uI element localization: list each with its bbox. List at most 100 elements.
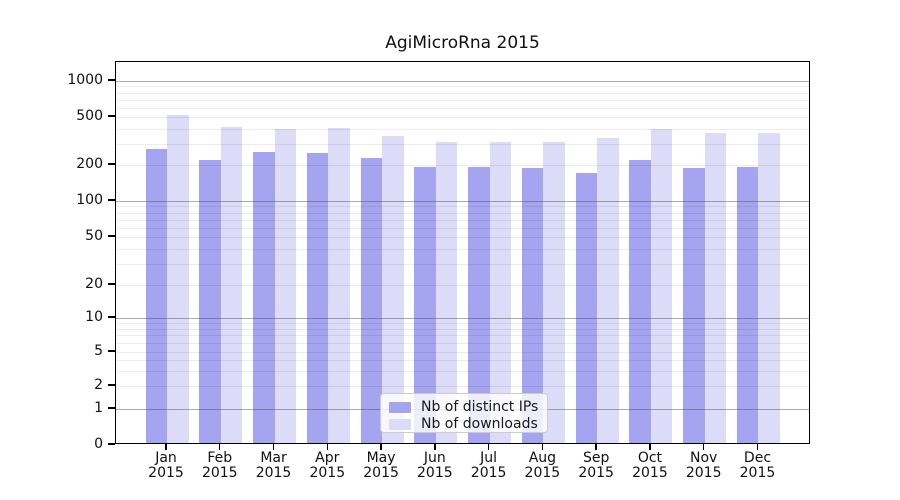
- gridline-minor-900: [116, 86, 809, 88]
- x-axis-tick-may: [380, 444, 382, 450]
- gridline-minor-60: [116, 227, 809, 229]
- y-axis-label-1000: 1000: [67, 72, 103, 88]
- x-axis-tick-sep: [595, 444, 597, 450]
- x-axis-label-apr: Apr 2015: [309, 450, 346, 481]
- bar-downloads-may: [382, 136, 404, 443]
- legend: Nb of distinct IPs Nb of downloads: [380, 393, 548, 433]
- bar-distinct-ips-oct: [629, 160, 651, 443]
- bar-distinct-ips-dec: [736, 166, 759, 443]
- x-axis-tick-jun: [434, 444, 436, 450]
- x-axis-tick-aug: [541, 444, 544, 450]
- gridline-minor-40: [116, 248, 809, 250]
- gridline-minor-2: [116, 386, 809, 387]
- gridline-minor-600: [116, 107, 809, 109]
- bar-downloads-jul: [489, 142, 512, 443]
- x-axis-tick-oct: [649, 444, 651, 450]
- x-axis-tick-apr: [326, 444, 328, 450]
- gridline-minor-800: [116, 92, 809, 94]
- y-axis-label-0: 0: [94, 436, 103, 452]
- x-axis-label-feb: Feb 2015: [201, 450, 238, 481]
- gridline-minor-80: [116, 212, 809, 214]
- x-axis-label-mar: Mar 2015: [255, 450, 292, 481]
- plot-area: [115, 61, 810, 444]
- x-axis-tick-mar: [272, 444, 275, 450]
- x-axis-label-sep: Sep 2015: [578, 450, 614, 481]
- bar-downloads-dec: [758, 132, 780, 443]
- x-axis-label-jan: Jan 2015: [148, 450, 184, 481]
- gridline-minor-30: [116, 263, 809, 265]
- y-axis-tick-100: [108, 199, 115, 201]
- gridline-minor-70: [116, 219, 809, 221]
- gridline-minor-6: [116, 343, 809, 345]
- bar-distinct-ips-jul: [468, 167, 490, 443]
- y-axis-label-5: 5: [94, 343, 103, 359]
- y-axis-label-10: 10: [85, 309, 103, 325]
- legend-swatch-downloads: [389, 418, 411, 430]
- y-axis-label-2: 2: [94, 377, 103, 393]
- y-axis-label-100: 100: [76, 192, 103, 208]
- y-axis-tick-1: [108, 407, 115, 409]
- x-axis-label-oct: Oct 2015: [632, 450, 668, 481]
- x-axis-label-aug: Aug 2015: [524, 450, 561, 481]
- x-axis-label-jul: Jul 2015: [470, 450, 507, 481]
- y-axis-tick-0: [108, 443, 115, 445]
- y-axis-tick-1000: [108, 79, 115, 81]
- gridline-major-1000: [116, 81, 809, 82]
- x-axis-tick-jan: [165, 444, 167, 450]
- y-axis-label-1: 1: [94, 400, 103, 416]
- gridline-minor-300: [116, 143, 809, 145]
- legend-item-distinct-ips: Nb of distinct IPs: [389, 399, 547, 415]
- gridline-minor-3: [116, 370, 809, 372]
- gridline-minor-7: [116, 335, 809, 337]
- bar-distinct-ips-apr: [306, 153, 329, 443]
- x-axis-tick-dec: [756, 444, 759, 450]
- gridline-minor-700: [116, 99, 809, 101]
- bar-downloads-oct: [650, 129, 673, 443]
- gridline-major-10: [116, 318, 809, 319]
- y-axis-tick-20: [108, 283, 115, 285]
- legend-label-distinct-ips: Nb of distinct IPs: [421, 399, 539, 415]
- gridline-minor-8: [116, 328, 809, 330]
- y-axis-tick-2: [108, 384, 115, 386]
- legend-item-downloads: Nb of downloads: [389, 416, 547, 432]
- bar-distinct-ips-jan: [145, 149, 167, 443]
- bar-downloads-jun: [435, 141, 458, 443]
- y-axis-tick-50: [108, 235, 115, 237]
- gridline-major-100: [116, 201, 809, 202]
- bar-distinct-ips-jun: [414, 167, 436, 443]
- bar-downloads-aug: [543, 142, 565, 443]
- x-axis-tick-jul: [487, 444, 490, 450]
- y-axis-tick-5: [108, 350, 115, 352]
- bar-downloads-sep: [597, 138, 619, 443]
- y-axis-label-200: 200: [76, 156, 103, 172]
- x-axis-label-jun: Jun 2015: [417, 450, 453, 481]
- legend-swatch-distinct-ips: [389, 401, 411, 413]
- bar-downloads-feb: [220, 127, 243, 443]
- bar-downloads-mar: [274, 129, 297, 443]
- bar-distinct-ips-sep: [575, 173, 598, 443]
- gridline-minor-500: [116, 117, 809, 118]
- x-axis-label-may: May 2015: [363, 450, 399, 481]
- gridline-minor-90: [116, 206, 809, 208]
- bar-distinct-ips-mar: [253, 152, 275, 443]
- bar-downloads-jan: [167, 115, 189, 443]
- x-axis-label-dec: Dec 2015: [739, 450, 776, 481]
- gridline-minor-5: [116, 352, 809, 353]
- bar-distinct-ips-feb: [199, 160, 221, 443]
- gridline-minor-50: [116, 237, 809, 238]
- y-axis-label-500: 500: [76, 108, 103, 124]
- y-axis-tick-10: [108, 316, 115, 318]
- bar-distinct-ips-aug: [521, 168, 544, 443]
- y-axis-label-20: 20: [85, 276, 103, 292]
- bar-downloads-nov: [704, 133, 727, 443]
- x-axis-label-nov: Nov 2015: [685, 450, 722, 481]
- y-axis-tick-200: [108, 163, 115, 165]
- chart-title: AgiMicroRna 2015: [385, 33, 540, 53]
- legend-label-downloads: Nb of downloads: [421, 416, 538, 432]
- x-axis-tick-feb: [219, 444, 221, 450]
- y-axis-tick-500: [108, 115, 115, 117]
- gridline-minor-400: [116, 128, 809, 130]
- gridline-minor-200: [116, 165, 809, 166]
- bar-distinct-ips-nov: [683, 167, 705, 443]
